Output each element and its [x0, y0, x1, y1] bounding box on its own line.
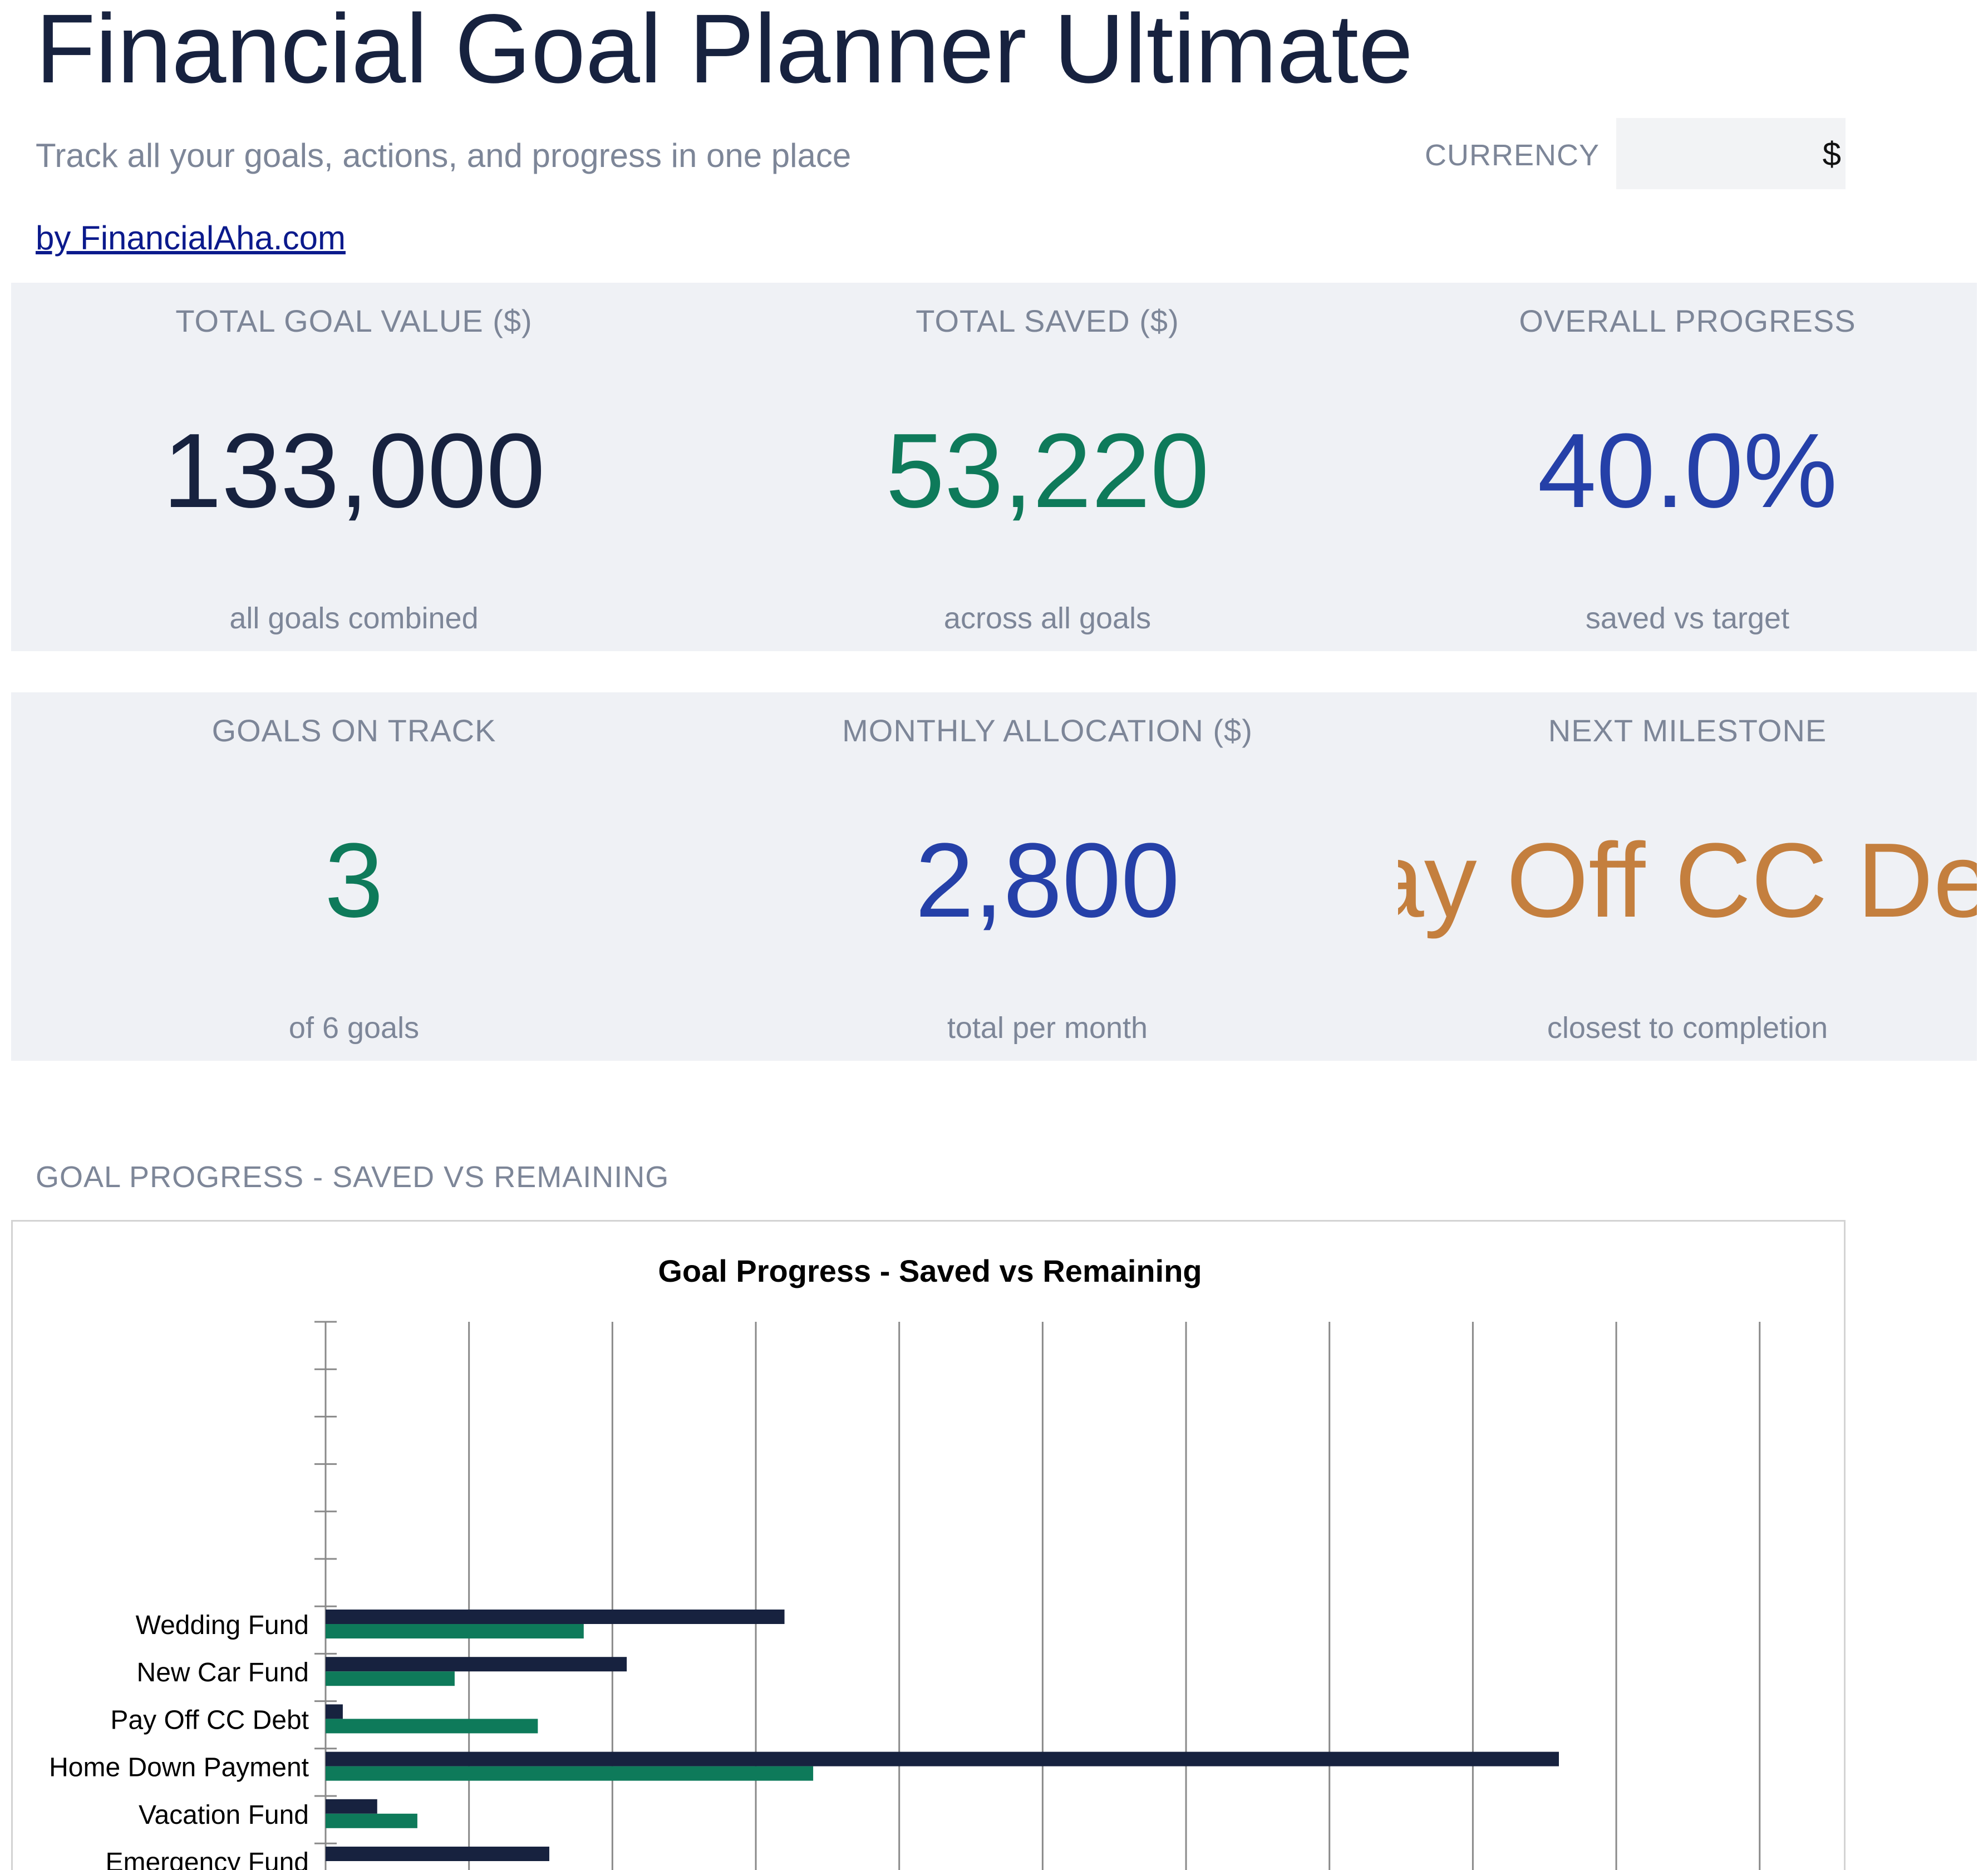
page-title: Financial Goal Planner Ultimate	[36, 0, 1413, 104]
chart-bar	[326, 1657, 627, 1672]
chart-bar	[326, 1847, 549, 1861]
currency-value[interactable]: $	[1822, 135, 1841, 173]
chart-bar	[326, 1671, 455, 1686]
kpi-total-saved: TOTAL SAVED ($) 53,220 across all goals	[697, 283, 1398, 651]
chart-category-label: Emergency Fund	[105, 1848, 309, 1870]
kpi-band-bottom: GOALS ON TRACK 3 of 6 goals MONTHLY ALLO…	[11, 692, 1977, 1061]
byline-link[interactable]: by FinancialAha.com	[36, 219, 346, 257]
chart-canvas: Goal Progress - Saved vs Remaining Weddi…	[49, 1253, 1761, 1870]
kpi-subtext: saved vs target	[1585, 602, 1790, 635]
kpi-goals-on-track: GOALS ON TRACK 3 of 6 goals	[11, 692, 697, 1061]
kpi-value: 133,000	[163, 412, 545, 530]
kpi-value: 2,800	[915, 821, 1180, 939]
kpi-label: OVERALL PROGRESS	[1519, 303, 1856, 338]
kpi-label: TOTAL SAVED ($)	[916, 303, 1179, 338]
kpi-monthly-allocation: MONTHLY ALLOCATION ($) 2,800 total per m…	[697, 692, 1398, 1061]
kpi-next-milestone: NEXT MILESTONE Pay Off CC Debt closest t…	[1398, 692, 1977, 1061]
kpi-band-top: TOTAL GOAL VALUE ($) 133,000 all goals c…	[11, 283, 1977, 651]
chart-category-label: New Car Fund	[137, 1658, 309, 1687]
kpi-subtext: of 6 goals	[288, 1011, 420, 1045]
page-subtitle: Track all your goals, actions, and progr…	[36, 137, 852, 174]
chart-title: Goal Progress - Saved vs Remaining	[658, 1253, 1202, 1288]
chart-category-label: Pay Off CC Debt	[110, 1705, 309, 1735]
chart-bar	[326, 1813, 417, 1828]
chart-bar	[326, 1751, 1559, 1766]
chart-bar	[326, 1624, 584, 1638]
chart-bar	[326, 1704, 343, 1719]
chart-bar	[326, 1610, 785, 1624]
kpi-subtext: closest to completion	[1547, 1011, 1828, 1045]
kpi-label: GOALS ON TRACK	[211, 713, 496, 748]
goal-progress-chart[interactable]: Goal Progress - Saved vs Remaining Weddi…	[11, 1220, 1846, 1870]
kpi-value: 3	[324, 821, 383, 939]
kpi-total-goal-value: TOTAL GOAL VALUE ($) 133,000 all goals c…	[11, 283, 697, 651]
kpi-label: MONTHLY ALLOCATION ($)	[842, 713, 1253, 748]
currency-label: CURRENCY	[1425, 139, 1600, 172]
currency-input[interactable]: $	[1616, 118, 1846, 189]
chart-category-label: Wedding Fund	[136, 1611, 309, 1640]
kpi-subtext: all goals combined	[229, 602, 479, 635]
kpi-subtext: total per month	[947, 1011, 1148, 1045]
kpi-label: TOTAL GOAL VALUE ($)	[175, 303, 533, 338]
chart-bar	[326, 1799, 377, 1814]
kpi-value: 40.0%	[1537, 412, 1838, 530]
chart-bar	[326, 1766, 814, 1781]
kpi-value: 53,220	[885, 412, 1209, 530]
chart-category-label: Home Down Payment	[49, 1753, 309, 1783]
chart-section-heading: GOAL PROGRESS - SAVED VS REMAINING	[36, 1160, 670, 1194]
kpi-label: NEXT MILESTONE	[1548, 713, 1827, 748]
kpi-overall-progress: OVERALL PROGRESS 40.0% saved vs target	[1398, 283, 1977, 651]
kpi-subtext: across all goals	[943, 602, 1152, 635]
chart-bar	[326, 1719, 538, 1734]
chart-category-label: Vacation Fund	[139, 1800, 309, 1830]
kpi-value: Pay Off CC Debt	[1398, 821, 1977, 939]
